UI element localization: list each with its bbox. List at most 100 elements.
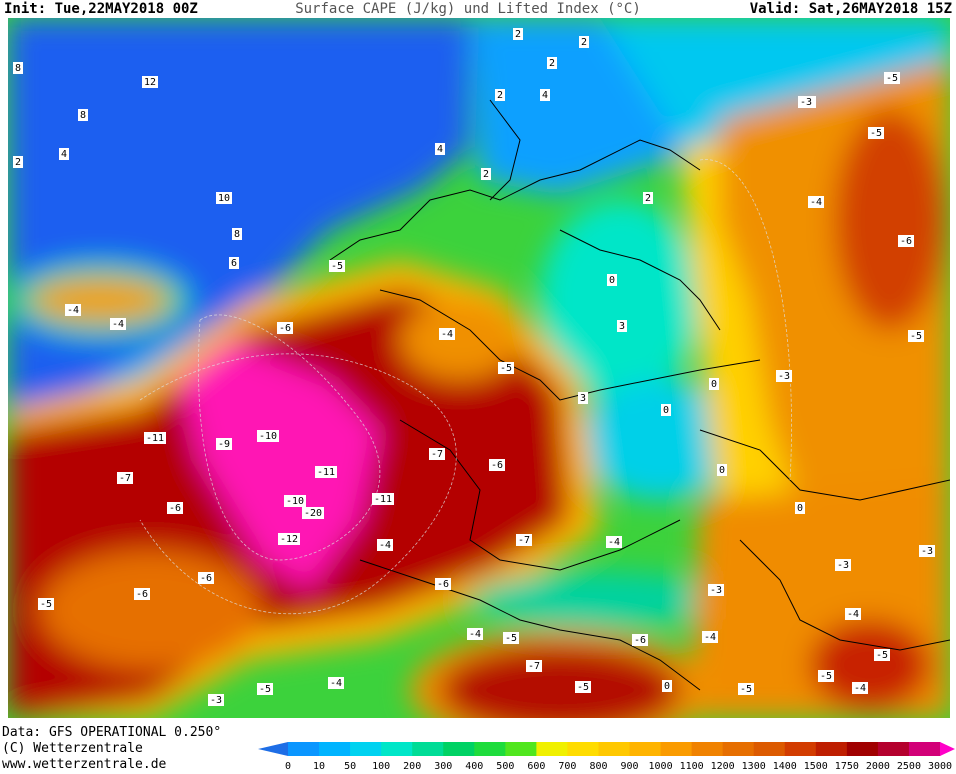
- colorbar-label: 1000: [649, 761, 673, 770]
- label-box: [372, 493, 394, 505]
- colorbar-label: 1100: [680, 761, 704, 770]
- label-box: [13, 62, 23, 74]
- lifted-index-label: -10: [259, 431, 277, 442]
- valid-time: Valid: Sat,26MAY2018 15Z: [750, 1, 952, 17]
- lifted-index-label: 6: [231, 258, 237, 269]
- label-box: [868, 127, 884, 139]
- lifted-index-label: 10: [218, 193, 230, 204]
- label-box: [643, 192, 653, 204]
- label-box: [795, 502, 805, 514]
- colorbar-label: 400: [465, 761, 483, 770]
- lifted-index-label: -4: [704, 632, 716, 643]
- lifted-index-label: -4: [847, 609, 859, 620]
- lifted-index-label: -5: [500, 363, 512, 374]
- label-box: [144, 432, 166, 444]
- lifted-index-label: -6: [491, 460, 503, 471]
- label-box: [798, 96, 814, 108]
- label-box: [709, 378, 719, 390]
- lifted-index-label: -7: [431, 449, 443, 460]
- colorbar-label: 1400: [773, 761, 797, 770]
- lifted-index-label: -3: [800, 97, 812, 108]
- colorbar-cell: [350, 742, 382, 756]
- label-box: [702, 631, 718, 643]
- colorbar-cell: [536, 742, 568, 756]
- lifted-index-label: 0: [664, 681, 670, 692]
- label-box: [13, 156, 23, 168]
- label-box: [835, 559, 851, 571]
- label-box: [919, 545, 935, 557]
- website: www.wetterzentrale.de: [2, 757, 167, 770]
- colorbar-cell: [443, 742, 475, 756]
- lifted-index-label: -5: [870, 128, 882, 139]
- colorbar-arrow-low: [258, 742, 288, 756]
- copyright: (C) Wetterzentrale: [2, 741, 143, 756]
- label-box: [38, 598, 54, 610]
- colorbar-cell: [412, 742, 444, 756]
- colorbar-cell: [381, 742, 413, 756]
- label-box: [808, 196, 824, 208]
- label-box: [208, 694, 224, 706]
- lifted-index-label: 8: [80, 110, 86, 121]
- map-title: Surface CAPE (J/kg) und Lifted Index (°C…: [295, 1, 641, 17]
- label-box: [489, 459, 505, 471]
- lifted-index-label: 4: [437, 144, 443, 155]
- lifted-index-label: 4: [61, 149, 67, 160]
- lifted-index-label: -3: [710, 585, 722, 596]
- label-box: [606, 536, 622, 548]
- colorbar-label: 0: [285, 761, 291, 770]
- lifted-index-label: -10: [286, 496, 304, 507]
- lifted-index-label: -4: [441, 329, 453, 340]
- label-box: [898, 235, 914, 247]
- lifted-index-label: -5: [577, 682, 589, 693]
- lifted-index-label: -7: [119, 473, 131, 484]
- label-box: [284, 495, 306, 507]
- colorbar-cell: [660, 742, 693, 756]
- lifted-index-label: 3: [619, 321, 625, 332]
- lifted-index-label: -20: [304, 508, 322, 519]
- lifted-index-label: -3: [210, 695, 222, 706]
- colorbar-cell: [629, 742, 662, 756]
- lifted-index-label: -6: [634, 635, 646, 646]
- label-box: [717, 464, 727, 476]
- init-time: Init: Tue,22MAY2018 00Z: [4, 1, 198, 17]
- lifted-index-label: -5: [876, 650, 888, 661]
- lifted-index-label: -4: [810, 197, 822, 208]
- lifted-index-label: -5: [886, 73, 898, 84]
- colorbar-cell: [877, 742, 910, 756]
- colorbar-label: 2000: [866, 761, 890, 770]
- label-box: [216, 192, 232, 204]
- label-box: [328, 677, 344, 689]
- label-box: [429, 448, 445, 460]
- lifted-index-label: 2: [581, 37, 587, 48]
- colorbar-label: 200: [403, 761, 421, 770]
- lifted-index-label: -6: [900, 236, 912, 247]
- label-box: [134, 588, 150, 600]
- lifted-index-label: -12: [280, 534, 298, 545]
- lifted-index-label: -6: [136, 589, 148, 600]
- lifted-index-label: 2: [515, 29, 521, 40]
- label-box: [579, 36, 589, 48]
- label-box: [439, 328, 455, 340]
- label-box: [117, 472, 133, 484]
- label-box: [277, 322, 293, 334]
- lifted-index-label: -11: [146, 433, 164, 444]
- lifted-index-labels: 8 12 8 4 2 10 8 6 2 2 2 4 2 4 2 2 0 3 3 0 0 0 0 -5 -3 -5 -4 -6 -5 -3 -…: [13, 28, 935, 706]
- label-box: [65, 304, 81, 316]
- label-box: [481, 168, 491, 180]
- lifted-index-label: -4: [112, 319, 124, 330]
- lifted-index-label: -5: [820, 671, 832, 682]
- lifted-index-label: -5: [40, 599, 52, 610]
- label-box: [818, 670, 834, 682]
- lifted-index-label: -6: [437, 579, 449, 590]
- colorbar-label: 100: [372, 761, 390, 770]
- lifted-index-label: 2: [549, 58, 555, 69]
- label-box: [257, 430, 279, 442]
- colorbar-label: 1750: [835, 761, 859, 770]
- label-box: [503, 632, 519, 644]
- label-box: [516, 534, 532, 546]
- label-box: [738, 683, 754, 695]
- lifted-index-label: -4: [67, 305, 79, 316]
- colorbar-cell: [319, 742, 351, 756]
- lifted-index-label: -4: [608, 537, 620, 548]
- label-box: [513, 28, 523, 40]
